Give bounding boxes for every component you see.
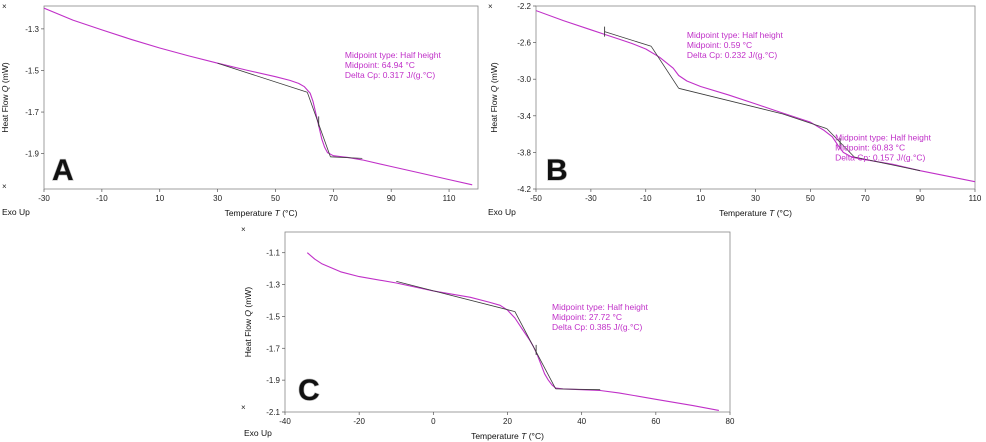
panel-c-series-onset-tangent	[396, 281, 515, 312]
panel-a-y-tick-label: -1.7	[25, 108, 39, 117]
panel-a-series-offset-tangent	[330, 156, 363, 159]
panel-c-y-tick-label: -1.3	[266, 281, 280, 290]
panel-c-series-heat-flow	[306, 252, 719, 411]
panel-c-y-axis-label: Heat Flow Q (mW)	[243, 287, 253, 358]
panel-a-y-tick-label: -1.9	[25, 150, 39, 159]
panel-c-x-tick-label: 80	[726, 417, 735, 426]
panel-a-x-axis-label: Temperature T (°C)	[225, 208, 298, 218]
panel-a-x-tick-label: 90	[387, 194, 396, 203]
panel-b-y-tick-label: -3.0	[517, 75, 531, 84]
panel-b-chart: -50 -30 -10 10 30 50 70 90 110 -2.2 -2.6 -3.0 -3.4 -3…	[488, 2, 982, 218]
panel-c-chart: -40 -20 0 20 40 60 80 -1.1 -1.3 -1.5 -1.7 -1.9 -2.1 T…	[241, 225, 735, 441]
panel-c-y-tick-label: -1.1	[266, 249, 280, 258]
panel-c-y-tick-label: -1.7	[266, 344, 280, 353]
panel-b-y-tick-label: -3.4	[517, 112, 531, 121]
annotation-line: Midpoint type: Half height	[687, 30, 784, 40]
panel-c-exo-up-label: Exo Up	[244, 428, 272, 438]
annotation-line: Midpoint: 27.72 °C	[552, 312, 622, 322]
panel-b-x-tick-label: 30	[751, 194, 760, 203]
panel-a-chart: -30 -10 10 30 50 70 90 110 -1.3 -1.5 -1.7 -1.9 Tempe…	[0, 2, 479, 218]
annotation-line: Delta Cp: 0.317 J/(g.°C)	[345, 70, 435, 80]
panel-c-corner-marker: ×	[241, 225, 246, 234]
panel-b-x-tick-label: 10	[696, 194, 705, 203]
panel-b-corner-marker: ×	[488, 2, 493, 11]
panel-a-series-heat-flow	[44, 7, 473, 186]
panel-a-exo-up-label: Exo Up	[2, 207, 30, 217]
panel-a-x-tick-label: 10	[155, 194, 164, 203]
panel-b-x-tick-label: -50	[530, 194, 542, 203]
panel-a-panel-letter: A	[52, 154, 74, 187]
panel-b-x-tick-label: 90	[916, 194, 925, 203]
panel-c-y-tick-label: -1.5	[266, 312, 280, 321]
panel-a-corner-marker: ×	[2, 182, 7, 191]
panel-c-annotation-1: Midpoint type: Half height Midpoint: 27.7…	[552, 302, 649, 332]
annotation-line: Midpoint: 60.83 °C	[835, 143, 905, 153]
panel-b-series-onset-tangent-1	[604, 31, 652, 47]
panel-b-y-tick-label: -2.2	[517, 2, 531, 11]
panel-c-x-axis-label: Temperature T (°C)	[471, 431, 544, 441]
panel-a-y-tick-label: -1.5	[25, 66, 39, 75]
panel-c-x-tick-label: 40	[577, 417, 586, 426]
panel-a-x-tick-label: -30	[38, 194, 50, 203]
panel-b-series-offset-tangent-2	[854, 156, 921, 172]
panel-a-x-tick-label: 70	[329, 194, 338, 203]
panel-c-corner-marker: ×	[241, 403, 246, 412]
panel-b-series-steep-tangent-1	[650, 46, 680, 89]
panel-b-series-offset-tangent-1	[678, 87, 783, 115]
annotation-line: Delta Cp: 0.385 J/(g.°C)	[552, 322, 642, 332]
panel-c-panel-letter: C	[298, 374, 320, 407]
annotation-line: Midpoint: 0.59 °C	[687, 40, 752, 50]
panel-c-series-steep-tangent	[514, 311, 557, 390]
annotation-line: Delta Cp: 0.157 J/(g.°C)	[835, 153, 925, 163]
panel-b-x-tick-label: -10	[640, 194, 652, 203]
panel-b-series-onset-tangent-2	[782, 113, 827, 129]
panel-a-series-onset-tangent	[217, 62, 308, 93]
panel-b-panel-letter: B	[546, 154, 568, 187]
panel-b-x-tick-label: 110	[969, 194, 982, 203]
panel-b-series-steep-tangent-2	[826, 128, 855, 158]
panel-b-x-axis-label: Temperature T (°C)	[719, 208, 792, 218]
annotation-line: Midpoint type: Half height	[835, 133, 932, 143]
panel-b-y-tick-label: -3.8	[517, 148, 531, 157]
panel-b-x-tick-label: 70	[861, 194, 870, 203]
annotation-line: Midpoint type: Half height	[552, 302, 649, 312]
panel-c-y-tick-label: -2.1	[266, 408, 280, 417]
panel-a-x-tick-label: 110	[443, 194, 456, 203]
panel-a-x-tick-label: -10	[96, 194, 108, 203]
panel-a-corner-marker: ×	[2, 2, 7, 11]
panel-c-y-tick-label: -1.9	[266, 376, 280, 385]
panel-c-plot-frame	[284, 231, 731, 413]
annotation-line: Midpoint type: Half height	[345, 50, 442, 60]
panel-c-x-tick-label: -20	[353, 417, 365, 426]
panel-b-series-heat-flow	[536, 10, 975, 183]
annotation-line: Delta Cp: 0.232 J/(g.°C)	[687, 50, 777, 60]
panel-a-x-tick-label: 30	[213, 194, 222, 203]
panel-b-annotation-2: Midpoint type: Half height Midpoint: 60.8…	[835, 133, 932, 163]
panel-c-x-tick-label: 20	[503, 417, 512, 426]
panel-a-y-axis-label: Heat Flow Q (mW)	[0, 62, 10, 133]
panel-c-x-tick-label: -40	[279, 417, 291, 426]
annotation-line: Midpoint: 64.94 °C	[345, 60, 415, 70]
panel-a-y-tick-label: -1.3	[25, 25, 39, 34]
panel-a-x-tick-label: 50	[271, 194, 280, 203]
panel-a-plot-frame	[43, 5, 479, 190]
panel-b-y-axis-label: Heat Flow Q (mW)	[489, 62, 499, 133]
panel-b-x-tick-label: 50	[806, 194, 815, 203]
panel-c-x-tick-label: 0	[431, 417, 436, 426]
panel-b-annotation-1: Midpoint type: Half height Midpoint: 0.59…	[687, 30, 784, 60]
panel-b-y-tick-label: -4.2	[517, 185, 531, 194]
panel-c-series-offset-tangent	[555, 388, 601, 391]
panel-b-exo-up-label: Exo Up	[488, 207, 516, 217]
panel-b-y-tick-label: -2.6	[517, 39, 531, 48]
panel-c-x-tick-label: 60	[651, 417, 660, 426]
panel-a-annotation-1: Midpoint type: Half height Midpoint: 64.9…	[345, 50, 442, 80]
panel-b-x-tick-label: -30	[585, 194, 597, 203]
